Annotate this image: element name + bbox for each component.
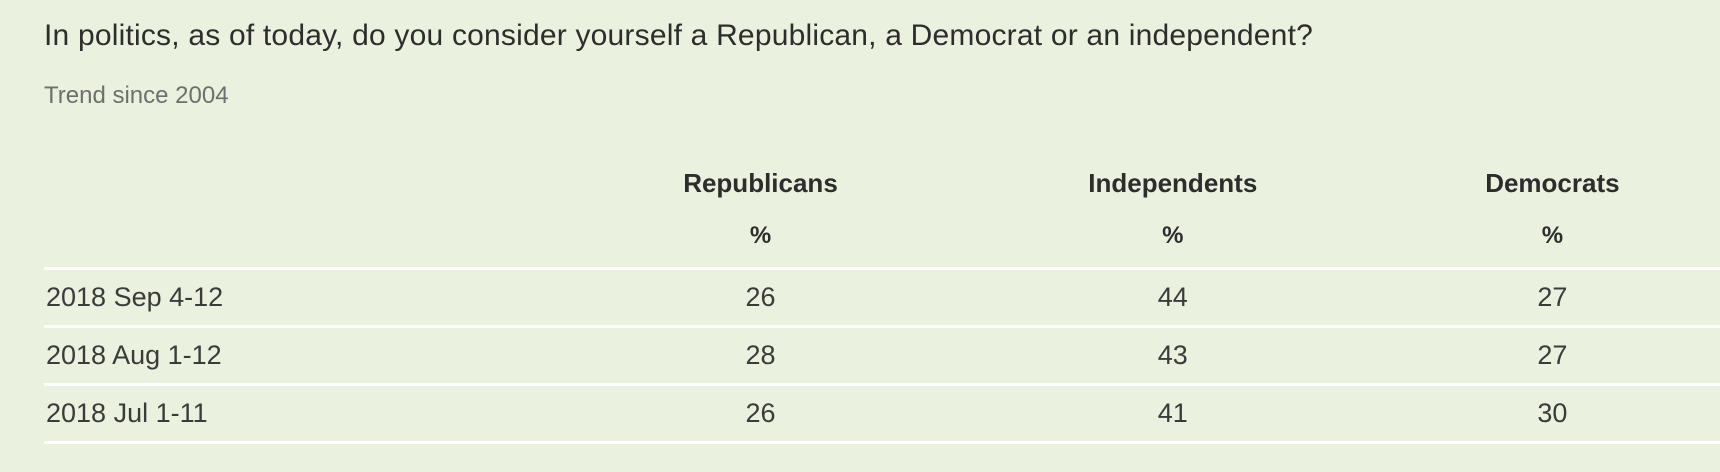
table-row: 2018 Sep 4-12 26 44 27 <box>44 268 1720 327</box>
value-cell-democrats: 27 <box>1537 340 1568 370</box>
date-cell: 2018 Jul 1-11 <box>46 398 208 428</box>
column-header-row: Republicans Independents Democrats <box>44 111 1720 199</box>
unit-cell-empty <box>44 199 560 269</box>
value-cell-independents: 43 <box>1157 340 1188 370</box>
question-title: In politics, as of today, do you conside… <box>44 19 1313 52</box>
party-affiliation-table: Republicans Independents Democrats % % %… <box>44 111 1720 453</box>
table-header: Republicans Independents Democrats % % % <box>44 111 1720 269</box>
value-cell-democrats: 27 <box>1537 282 1568 312</box>
date-cell: 2018 Aug 1-12 <box>46 340 222 370</box>
percent-symbol: % <box>1541 222 1564 249</box>
value-cell-democrats: 30 <box>1537 398 1568 428</box>
date-cell <box>44 443 560 453</box>
unit-header-row: % % % <box>44 199 1720 269</box>
value-cell-republicans: 28 <box>745 340 776 370</box>
table-row-partially-visible <box>44 442 1720 453</box>
column-header-independents: Independents <box>1088 168 1258 198</box>
date-cell: 2018 Sep 4-12 <box>46 282 224 312</box>
column-header-democrats: Democrats <box>1485 168 1620 198</box>
value-cell-independents: 44 <box>1157 282 1188 312</box>
trend-subtitle: Trend since 2004 <box>44 82 229 109</box>
date-column-header <box>44 111 560 199</box>
column-header-republicans: Republicans <box>683 168 838 198</box>
value-cell-republicans: 26 <box>745 282 776 312</box>
value-cell-independents: 41 <box>1157 398 1188 428</box>
table-row: 2018 Jul 1-11 26 41 30 <box>44 384 1720 443</box>
percent-symbol: % <box>1162 222 1184 249</box>
percent-symbol: % <box>749 222 772 249</box>
table-row: 2018 Aug 1-12 28 43 27 <box>44 326 1720 385</box>
value-cell-republicans: 26 <box>745 398 776 428</box>
poll-question-panel: In politics, as of today, do you conside… <box>0 18 1720 453</box>
